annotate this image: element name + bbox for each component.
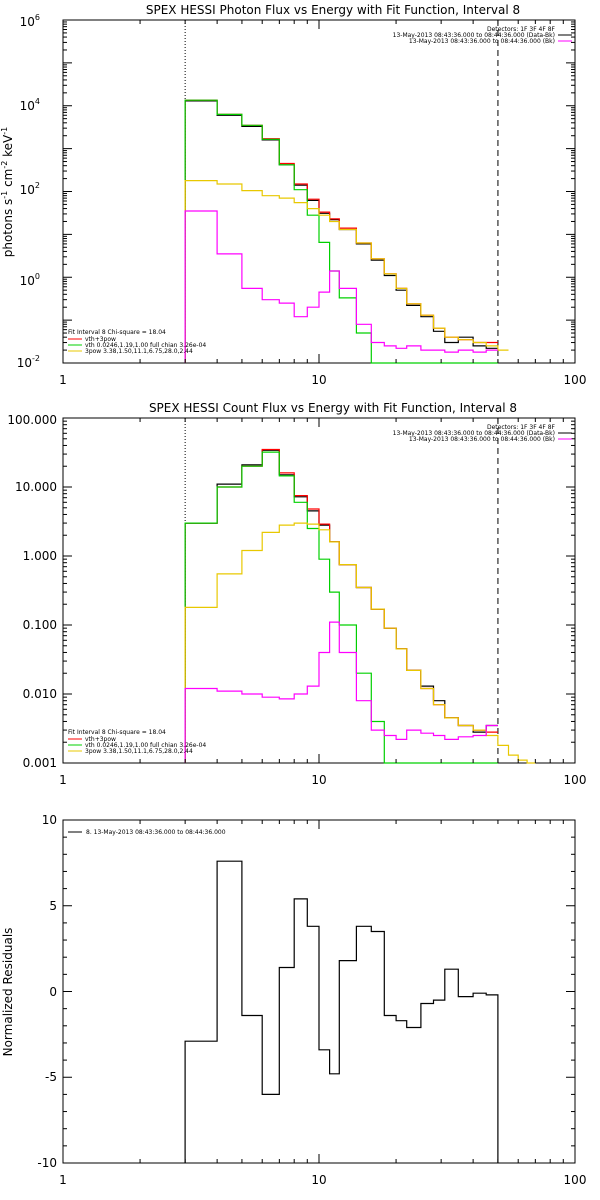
y-tick-label: -5 xyxy=(45,1070,57,1084)
chart-title: SPEX HESSI Photon Flux vs Energy with Fi… xyxy=(146,3,520,17)
legend-entry-thermal: vth 0.0246,1.19,1.00 full chian 3.26e-04 xyxy=(85,342,206,349)
legend-entry-data-bk: 13-May-2013 08:43:36.000 to 08:44:36.000… xyxy=(393,430,555,437)
legend-detectors: Detectors: 1F 3F 4F 8F xyxy=(487,26,556,33)
series-group xyxy=(184,860,499,1163)
x-tick-labels: 1 10 100 xyxy=(59,1173,586,1187)
legend-top-right: Detectors: 1F 3F 4F 8F 13-May-2013 08:43… xyxy=(393,424,572,443)
photon-flux-chart: SPEX HESSI Photon Flux vs Energy with Fi… xyxy=(0,3,586,387)
x-tick-labels: 1 10 100 xyxy=(59,373,586,387)
y-tick-label: 0 xyxy=(49,985,57,999)
x-tick-label: 100 xyxy=(564,373,587,387)
y-tick-label: 100.000 xyxy=(7,413,57,427)
y-tick-label: 1.000 xyxy=(23,549,57,563)
x-tick-label: 10 xyxy=(311,773,326,787)
legend-bottom-left: Fit Interval 8 Chi-square = 18.04 vth+3p… xyxy=(68,329,206,355)
legend-entry-thermal: vth 0.0246,1.19,1.00 full chian 3.26e-04 xyxy=(85,742,206,749)
y-tick-labels: 0.001 0.010 0.100 1.000 10.000 100.000 xyxy=(7,413,57,770)
y-tick-label: 100 xyxy=(20,272,40,288)
legend-top-left: 8. 13-May-2013 08:43:36.000 to 08:44:36.… xyxy=(68,829,226,836)
count-flux-chart: SPEX HESSI Count Flux vs Energy with Fit… xyxy=(7,401,586,787)
axis-ticks xyxy=(62,20,575,364)
series-line-3 xyxy=(184,522,536,764)
chart-title: SPEX HESSI Count Flux vs Energy with Fit… xyxy=(149,401,517,415)
plot-area xyxy=(62,819,576,1164)
y-tick-labels: -10 -5 0 5 10 xyxy=(37,813,57,1170)
legend-entry-bk: 13-May-2013 08:43:36.000 to 08:44:36.000… xyxy=(409,38,555,45)
y-tick-label: 104 xyxy=(20,97,40,113)
series-group xyxy=(184,448,536,764)
legend-top-right: Detectors: 1F 3F 4F 8F 13-May-2013 08:43… xyxy=(393,26,572,45)
y-tick-label: 0.100 xyxy=(23,618,57,632)
y-tick-label: -10 xyxy=(37,1156,57,1170)
y-tick-label: 10 xyxy=(42,813,57,827)
vertical-markers xyxy=(184,418,499,763)
legend-entry-total: vth+3pow xyxy=(85,736,116,743)
y-tick-label: 10-2 xyxy=(17,354,40,370)
y-axis-label: photons s-1 cm-2 keV-1 xyxy=(0,127,15,258)
series-line-4 xyxy=(184,210,498,363)
y-tick-label: 106 xyxy=(20,13,40,29)
y-tick-labels: 10-2 100 102 104 106 xyxy=(17,13,40,370)
series-line-4 xyxy=(184,621,498,763)
x-tick-label: 100 xyxy=(564,1173,587,1187)
y-tick-label: 0.001 xyxy=(23,756,57,770)
x-tick-label: 1 xyxy=(59,1173,67,1187)
legend-bottom-left: Fit Interval 8 Chi-square = 18.04 vth+3p… xyxy=(68,729,206,755)
legend-entry-data-bk: 13-May-2013 08:43:36.000 to 08:44:36.000… xyxy=(393,32,555,39)
residuals-chart: -10 -5 0 5 10 1 10 100 Normalized Residu… xyxy=(1,813,586,1187)
x-tick-label: 1 xyxy=(59,773,67,787)
y-tick-label: 5 xyxy=(49,899,57,913)
series-group xyxy=(184,99,509,364)
axis-ticks xyxy=(62,819,575,1164)
x-tick-label: 10 xyxy=(311,1173,326,1187)
series-line-3 xyxy=(184,180,509,363)
x-tick-label: 1 xyxy=(59,373,67,387)
plot-area xyxy=(62,417,576,764)
axis-ticks xyxy=(62,418,575,764)
x-tick-label: 100 xyxy=(564,773,587,787)
y-axis-label: Normalized Residuals xyxy=(1,928,15,1057)
legend-entry-powerlaw: 3pow 3.38,1.50,11.1,6.75,28.0,2.44 xyxy=(85,748,193,755)
x-tick-labels: 1 10 100 xyxy=(59,773,586,787)
series-line-2 xyxy=(184,99,498,364)
legend-fit-interval: Fit Interval 8 Chi-square = 18.04 xyxy=(68,329,166,336)
y-tick-label: 10.000 xyxy=(15,480,57,494)
legend-entry-total: vth+3pow xyxy=(85,336,116,343)
legend-detectors: Detectors: 1F 3F 4F 8F xyxy=(487,424,556,431)
series-line-2 xyxy=(184,451,498,764)
plot-area xyxy=(62,19,576,364)
legend-entry-powerlaw: 3pow 3.38,1.50,11.1,6.75,28.0,2.44 xyxy=(85,348,193,355)
legend-entry-bk: 13-May-2013 08:43:36.000 to 08:44:36.000… xyxy=(409,436,555,443)
y-tick-label: 102 xyxy=(20,181,40,197)
series-line-0 xyxy=(184,860,499,1163)
legend-fit-interval: Fit Interval 8 Chi-square = 18.04 xyxy=(68,729,166,736)
legend-entry-interval: 8. 13-May-2013 08:43:36.000 to 08:44:36.… xyxy=(86,829,226,836)
y-tick-label: 0.010 xyxy=(23,687,57,701)
x-tick-label: 10 xyxy=(311,373,326,387)
